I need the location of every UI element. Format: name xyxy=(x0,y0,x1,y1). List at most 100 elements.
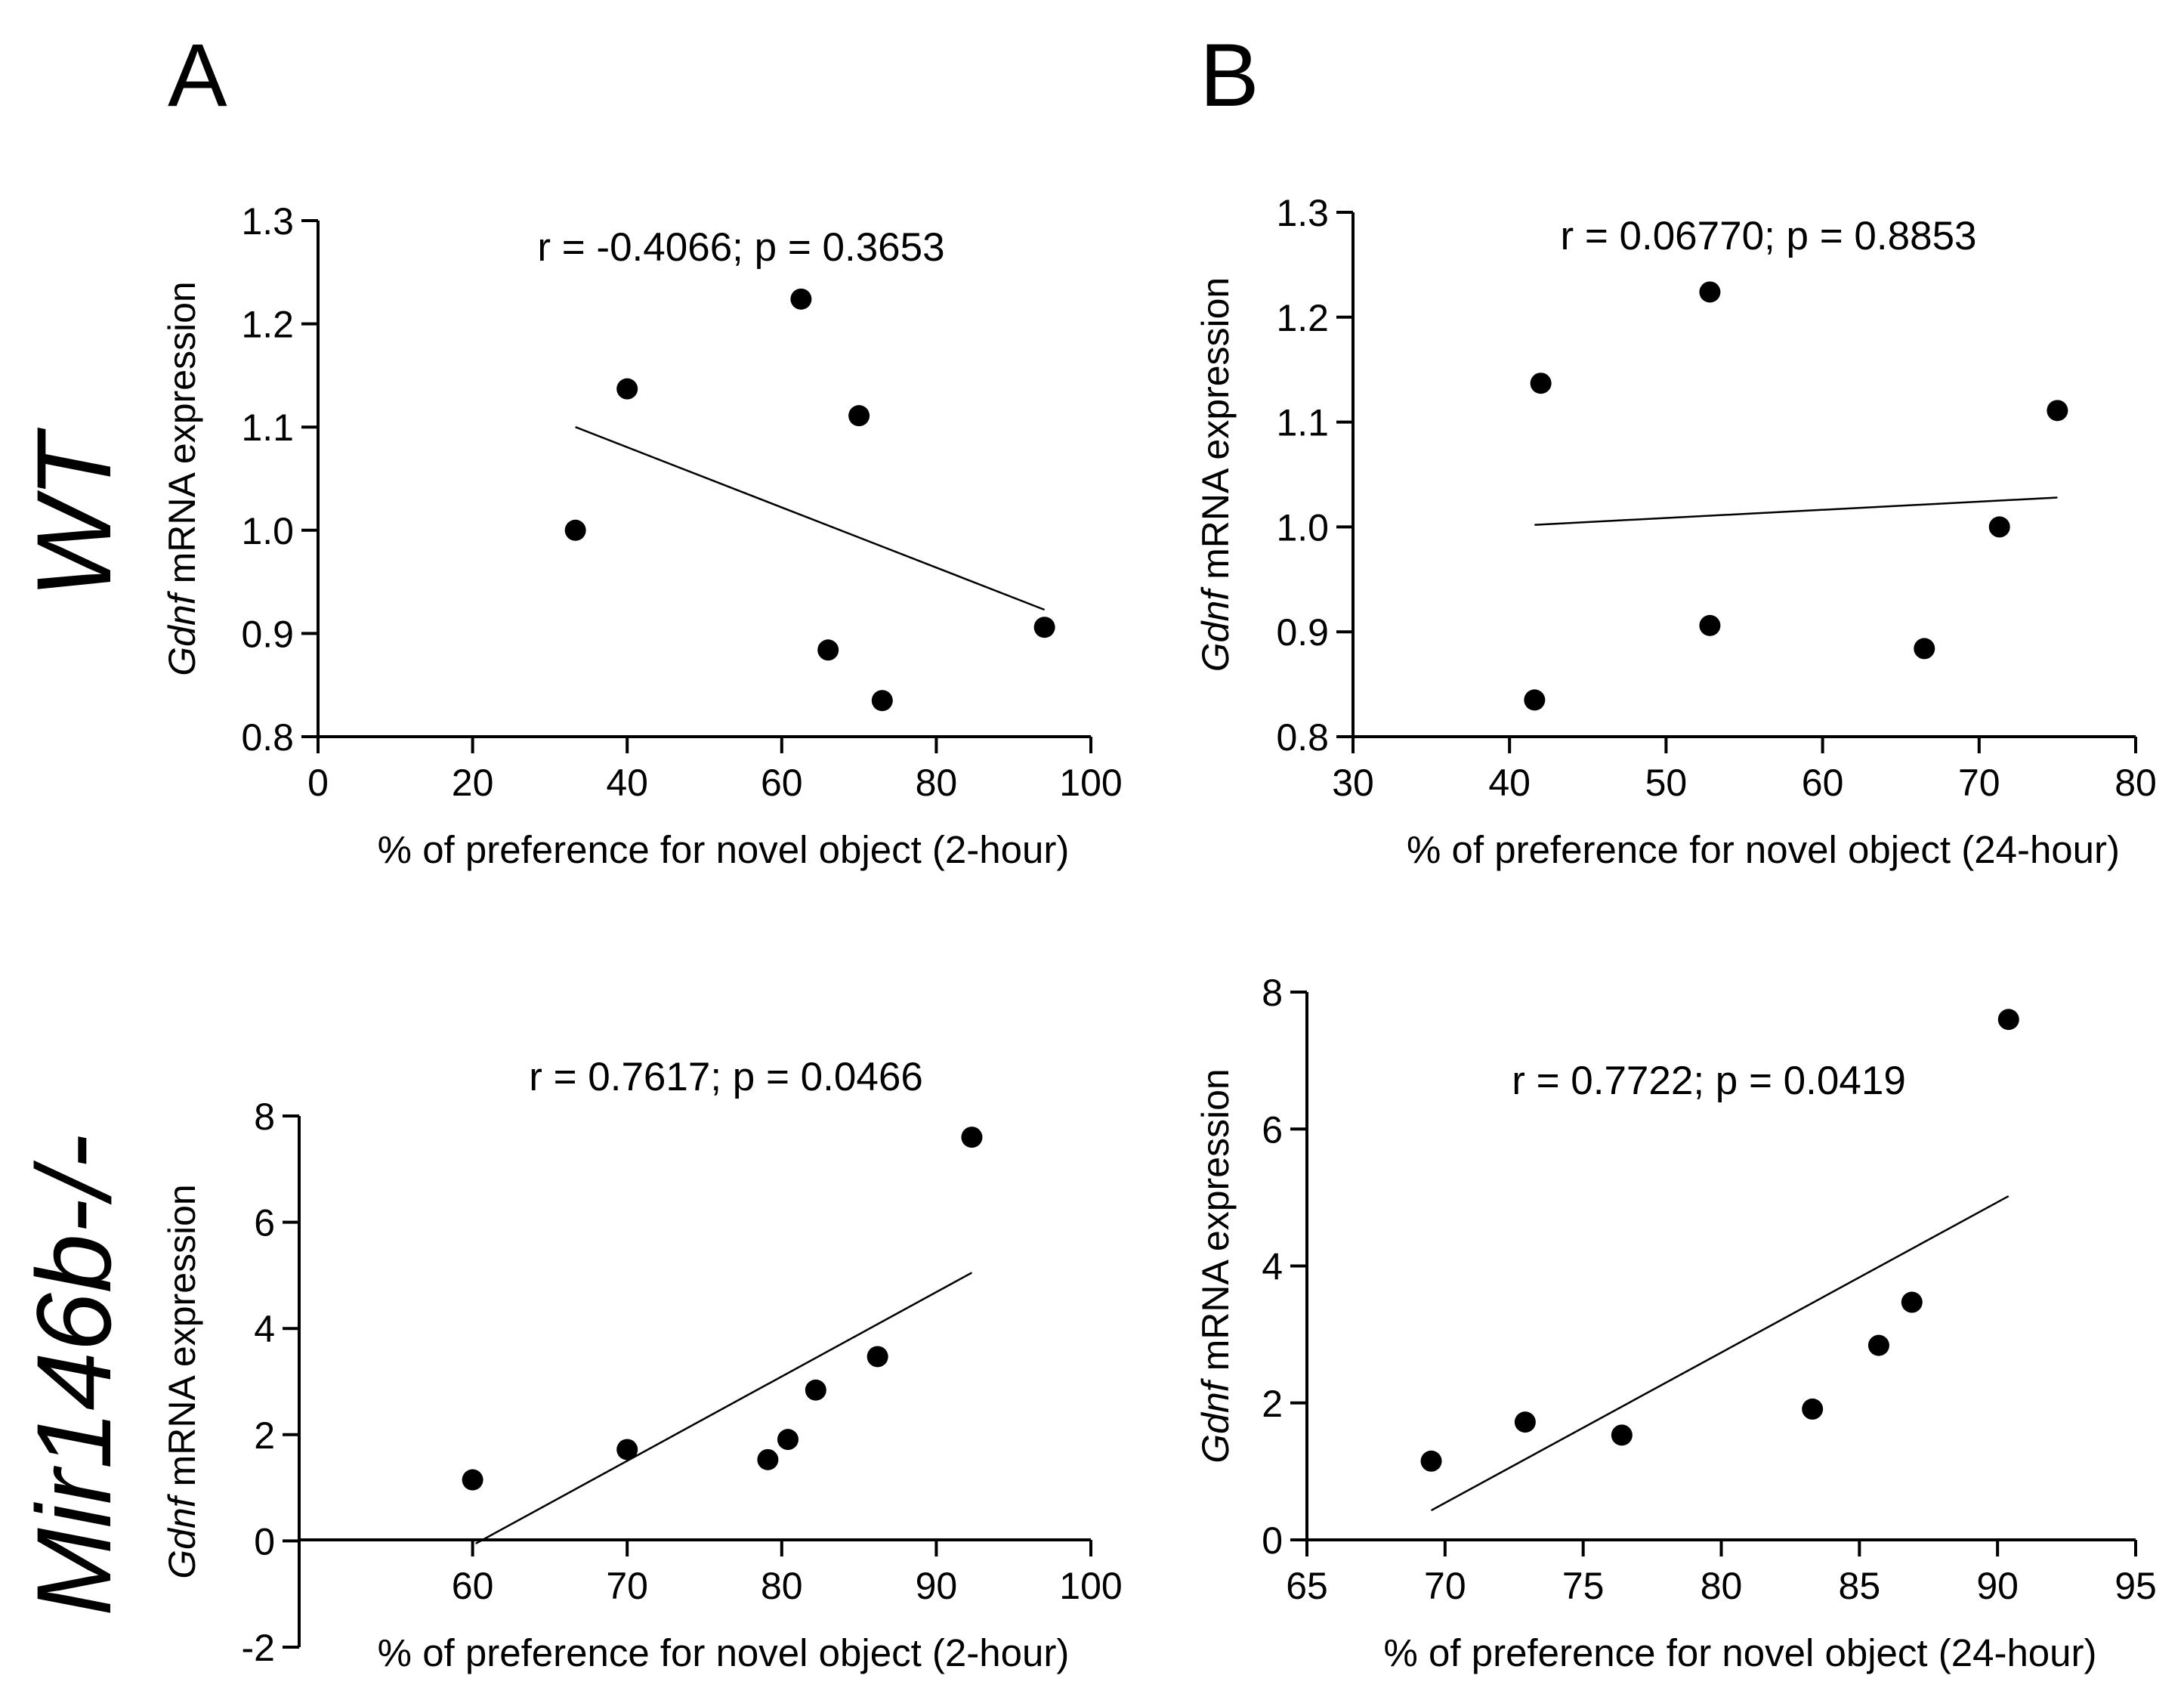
data-point xyxy=(1914,638,1935,660)
data-point xyxy=(1530,372,1552,394)
x-tick-label: 80 xyxy=(1701,1565,1743,1607)
y-tick-label: 4 xyxy=(1262,1246,1283,1288)
data-point xyxy=(1901,1291,1923,1313)
y-axis-label-text: mRNA expression xyxy=(161,281,203,594)
x-axis-label: % of preference for novel object (2-hour… xyxy=(378,1631,1070,1674)
chart-wt-2-hour: 0.8 0.9 1.0 1.1 1.2 1.3 0 20 40 60 80 100 % of prefe… xyxy=(161,200,1123,871)
x-tick-label: 40 xyxy=(1488,762,1531,804)
x-tick-label: 50 xyxy=(1645,762,1688,804)
y-tick-label: 6 xyxy=(254,1202,275,1244)
y-axis-label-gene: Gdnf xyxy=(161,1493,203,1579)
y-axis-label: Gdnf mRNA expression xyxy=(1194,1068,1237,1463)
data-point xyxy=(1988,516,2010,538)
data-point xyxy=(790,288,812,310)
x-tick-label: 0 xyxy=(307,762,329,804)
y-tick-label: 1.2 xyxy=(241,304,294,346)
x-tick-label: 70 xyxy=(1958,762,2000,804)
y-tick-label: 1.3 xyxy=(241,200,294,243)
y-tick-label: 1.3 xyxy=(1276,192,1329,234)
x-tick-label: 40 xyxy=(606,762,648,804)
data-point xyxy=(871,690,893,712)
y-tick-label: 1.1 xyxy=(1276,402,1329,444)
y-tick-label: 0 xyxy=(1262,1519,1283,1562)
x-tick-label: 90 xyxy=(1976,1565,2019,1607)
data-point xyxy=(1033,617,1055,638)
data-point xyxy=(1524,689,1546,711)
data-point xyxy=(817,639,839,661)
x-tick-label: 80 xyxy=(916,762,958,804)
x-tick-label: 70 xyxy=(1424,1565,1466,1607)
data-point xyxy=(1802,1398,1824,1420)
y-tick-label: 0 xyxy=(254,1520,275,1563)
data-point xyxy=(777,1429,799,1451)
y-tick-label: -2 xyxy=(242,1627,275,1669)
y-axis-label-gene: Gdnf xyxy=(1194,586,1237,672)
x-tick-label: 100 xyxy=(1059,762,1122,804)
y-tick-label: 2 xyxy=(254,1414,275,1457)
correlation-annotation: r = 0.06770; p = 0.8853 xyxy=(1560,214,1976,258)
y-tick-label: 6 xyxy=(1262,1108,1283,1151)
data-point xyxy=(564,519,586,541)
data-point xyxy=(848,405,870,427)
correlation-annotation: r = -0.4066; p = 0.3653 xyxy=(537,225,944,270)
regression-line xyxy=(1430,1195,2009,1512)
x-axis-label: % of preference for novel object (24-hou… xyxy=(1407,828,2120,871)
data-point xyxy=(961,1127,983,1148)
data-point xyxy=(1420,1450,1442,1472)
y-tick-label: 1.0 xyxy=(241,510,294,552)
data-point xyxy=(805,1379,826,1401)
y-axis-label-text: mRNA expression xyxy=(1194,277,1237,590)
data-point xyxy=(1514,1411,1536,1433)
x-axis-label: % of preference for novel object (2-hour… xyxy=(378,828,1070,871)
y-tick-label: 4 xyxy=(254,1308,275,1350)
x-tick-label: 85 xyxy=(1839,1565,1881,1607)
x-tick-label: 90 xyxy=(916,1565,958,1607)
data-point xyxy=(866,1346,888,1368)
data-point xyxy=(757,1448,779,1470)
y-tick-label: 0.9 xyxy=(1276,611,1329,654)
row-label-mir146b: Mir146b-/- xyxy=(14,1134,133,1616)
x-tick-label: 100 xyxy=(1059,1565,1122,1607)
data-point xyxy=(1699,614,1721,636)
x-tick-label: 70 xyxy=(606,1565,648,1607)
row-label-wt: WT xyxy=(14,428,133,598)
data-point xyxy=(1997,1009,2019,1031)
data-point xyxy=(616,1439,638,1461)
y-axis-label-gene: Gdnf xyxy=(161,590,203,676)
correlation-annotation: r = 0.7617; p = 0.0466 xyxy=(529,1055,923,1099)
y-tick-label: 1.2 xyxy=(1276,297,1329,339)
x-tick-label: 75 xyxy=(1562,1565,1605,1607)
y-tick-label: 8 xyxy=(254,1096,275,1138)
x-tick-label: 30 xyxy=(1332,762,1374,804)
y-tick-label: 0.8 xyxy=(1276,716,1329,759)
data-point xyxy=(1699,281,1721,303)
correlation-annotation: r = 0.7722; p = 0.0419 xyxy=(1512,1059,1906,1103)
data-point xyxy=(616,378,638,400)
y-axis-label: Gdnf mRNA expression xyxy=(161,1184,203,1578)
chart-wt-24-hour: 0.8 0.9 1.0 1.1 1.2 1.3 30 40 50 60 70 80 % of prefe… xyxy=(1194,192,2157,871)
x-tick-label: 60 xyxy=(452,1565,494,1607)
regression-line xyxy=(1534,496,2058,526)
data-point xyxy=(462,1469,483,1491)
y-tick-label: 0.9 xyxy=(241,613,294,655)
data-point xyxy=(1867,1334,1889,1356)
y-axis-label: Gdnf mRNA expression xyxy=(1194,277,1237,672)
chart-mir146b-24-hour: 0 2 4 6 8 65 70 75 80 85 90 95 % of preference for n… xyxy=(1194,972,2157,1674)
data-point xyxy=(2047,400,2068,422)
x-tick-label: 65 xyxy=(1286,1565,1328,1607)
panel-label-b: B xyxy=(1200,26,1259,125)
x-tick-label: 95 xyxy=(2114,1565,2157,1607)
x-tick-label: 80 xyxy=(761,1565,803,1607)
y-axis-label-gene: Gdnf xyxy=(1194,1377,1237,1464)
regression-line xyxy=(475,1272,973,1545)
x-tick-label: 80 xyxy=(2114,762,2157,804)
x-tick-label: 60 xyxy=(761,762,803,804)
regression-line xyxy=(575,426,1046,611)
x-tick-label: 20 xyxy=(452,762,494,804)
x-axis-label: % of preference for novel object (24-hou… xyxy=(1384,1631,2097,1674)
y-tick-label: 1.1 xyxy=(241,406,294,449)
y-axis-label-text: mRNA expression xyxy=(161,1184,203,1497)
y-tick-label: 1.0 xyxy=(1276,506,1329,549)
data-point xyxy=(1611,1424,1633,1446)
